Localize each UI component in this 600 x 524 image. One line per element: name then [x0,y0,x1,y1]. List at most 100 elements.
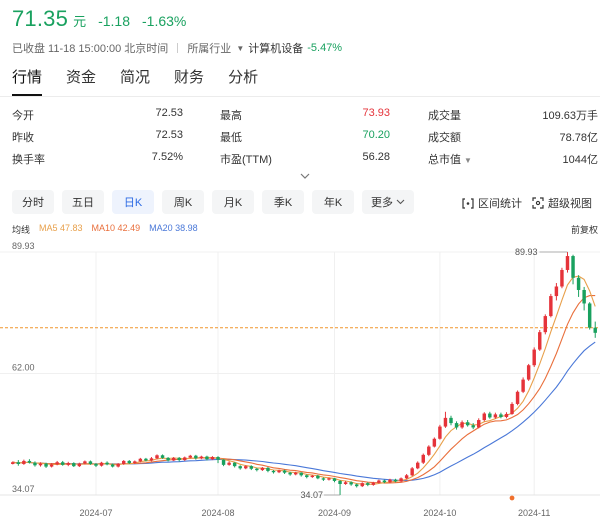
candle-body [166,457,170,461]
candle-body [316,475,320,479]
stat-value: 1044亿 [562,154,598,166]
candle-body [427,446,431,455]
tab-funds[interactable]: 资金 [66,69,97,86]
candle-body [171,457,176,461]
candle-body [94,463,98,466]
candle-body [288,472,292,475]
candle-body [388,479,392,483]
ma-legend: 均线 MA5 47.83 MA10 42.49 MA20 38.98 前复权 [12,223,598,236]
stats-grid: 今开 72.53 最高 73.93 成交量 109.63万手 昨收 72.53 … [12,107,598,173]
x-tick-label: 2024-07 [79,508,112,518]
candle-body [255,468,259,471]
candle-body [133,461,137,464]
legend-title: 均线 [12,225,31,235]
candle-body [121,460,126,464]
period-selector: 分时 五日 日K 周K 月K 季K 年K 更多 [12,190,422,214]
chevron-down-icon [396,199,405,205]
candle-body [138,458,143,462]
candle-body [160,455,165,458]
candle-body [571,256,575,278]
candle-body [543,316,548,333]
ma20-line [12,341,596,482]
legend-ma5: MA5 47.83 [39,223,83,233]
candle-body [299,472,303,476]
candle-body [587,303,592,328]
period-button-quarterly[interactable]: 季K [262,190,304,214]
super-view-label: 超级视图 [548,198,592,210]
candle-body [343,482,348,484]
candle-body [44,463,48,467]
tab-bar: 行情 资金 简况 财务 分析 [12,66,282,96]
stat-value: 73.93 [362,107,390,119]
candle-body [338,480,342,484]
candle-body [244,466,248,469]
candle-body [83,461,87,464]
candle-body [27,460,32,463]
period-button-yearly[interactable]: 年K [312,190,354,214]
adjust-mode-toggle[interactable]: 前复权 [570,225,598,235]
candle-body [393,479,398,482]
candle-body [282,470,287,473]
industry-link[interactable]: ▼ 计算机设备 -5.47% [236,40,342,56]
industry-name: 计算机设备 [248,43,304,55]
candle-body [554,286,559,297]
y-tick-label: 62.00 [12,363,35,373]
stat-label: 成交量 [428,110,461,122]
candle-body [493,414,498,418]
stat-label: 市盈(TTM) [220,154,272,166]
candle-body [16,462,21,464]
quote-header: 71.35 元 -1.18 -1.63% [12,6,186,32]
x-tick-label: 2024-11 [518,508,550,518]
tab-profile[interactable]: 简况 [120,69,151,86]
range-stats-label: 区间统计 [478,198,522,210]
caret-down-icon: ▼ [236,43,245,53]
total-market-cap-toggle[interactable]: 总市值 ▼ [428,151,472,167]
candle-body [410,468,414,476]
stat-label: 最高 [220,110,242,122]
candle-body [77,463,82,467]
expand-chevron-icon[interactable] [300,170,310,182]
tab-divider [0,96,600,97]
stat-label: 最低 [220,132,242,144]
candle-body [515,391,520,404]
candle-body [105,462,109,465]
candle-body [72,463,76,467]
period-button-monthly[interactable]: 月K [212,190,254,214]
candle-body [366,483,370,485]
candle-body [99,462,104,466]
candle-body [499,414,503,418]
tab-analysis[interactable]: 分析 [228,69,259,86]
period-button-intraday[interactable]: 分时 [12,190,54,214]
candle-body [432,438,437,447]
candlestick-chart[interactable]: 89.93 62.00 34.07 2024-07 2024-08 2024-09 2024… [0,236,600,524]
x-tick-label: 2024-10 [423,508,456,518]
stat-value: 56.28 [362,151,390,163]
stat-value: 70.20 [362,129,390,141]
period-button-more[interactable]: 更多 [362,190,414,214]
tab-market[interactable]: 行情 [12,66,43,96]
candle-body [321,478,326,480]
period-button-weekly[interactable]: 周K [162,190,204,214]
candle-body [482,413,487,421]
stat-value: 7.52% [151,151,183,163]
candle-body [188,455,193,458]
price-unit: 元 [73,14,87,29]
candle-body [293,472,298,475]
period-button-5day[interactable]: 五日 [62,190,104,214]
focus-frame-icon [532,197,544,209]
tab-finance[interactable]: 财务 [174,69,205,86]
period-button-daily[interactable]: 日K [112,190,154,214]
divider [177,43,179,53]
candle-body [399,478,403,482]
chart-tools: 区间统计 超级视图 [452,195,592,211]
candle-body [271,470,276,473]
industry-change: -5.47% [307,42,343,54]
candle-body [438,426,442,439]
candle-body [349,482,353,485]
candle-body [11,462,15,464]
legend-ma20: MA20 38.98 [149,223,198,233]
candle-body [277,470,281,473]
stat-label: 总市值 [428,154,461,166]
range-stats-button[interactable]: 区间统计 [462,195,522,211]
super-view-button[interactable]: 超级视图 [532,195,592,211]
